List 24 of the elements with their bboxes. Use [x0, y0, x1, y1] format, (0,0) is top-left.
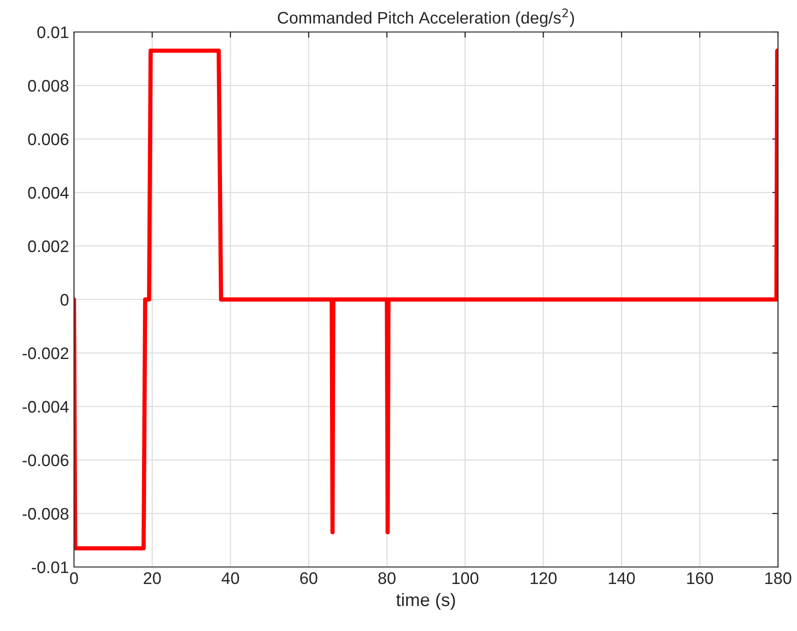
- x-tick-label: 40: [222, 572, 240, 584]
- y-tick-label: -0.008: [22, 508, 68, 520]
- x-tick-label: 180: [765, 572, 792, 584]
- x-tick-label: 0: [70, 572, 78, 584]
- x-tick-label: 100: [452, 572, 478, 584]
- y-tick-label: -0.004: [22, 400, 69, 413]
- x-tick-label: 20: [144, 572, 161, 584]
- x-tick-label: 80: [378, 572, 396, 584]
- x-tick-label: 60: [300, 572, 318, 584]
- line-series: [74, 48, 778, 550]
- y-tick-label: -0.002: [22, 347, 68, 360]
- y-tick-label: 0.01: [37, 26, 68, 38]
- x-tick-label: 120: [530, 572, 557, 584]
- y-tick-label: -0.01: [32, 561, 68, 574]
- y-tick-label: 0.004: [28, 186, 69, 199]
- y-tick-label: 0.008: [28, 80, 68, 92]
- y-tick-label: -0.006: [22, 454, 68, 466]
- y-tick-label: 0: [60, 294, 68, 306]
- x-tick-label: 160: [687, 572, 714, 584]
- x-axis-title: time (s): [396, 592, 455, 610]
- y-tick-label: 0.006: [28, 133, 68, 146]
- chart-title: Commanded Pitch Acceleration (deg/s$^{2}$): [278, 8, 574, 27]
- x-tick-label: 140: [608, 572, 635, 584]
- y-tick-label: 0.002: [28, 240, 68, 252]
